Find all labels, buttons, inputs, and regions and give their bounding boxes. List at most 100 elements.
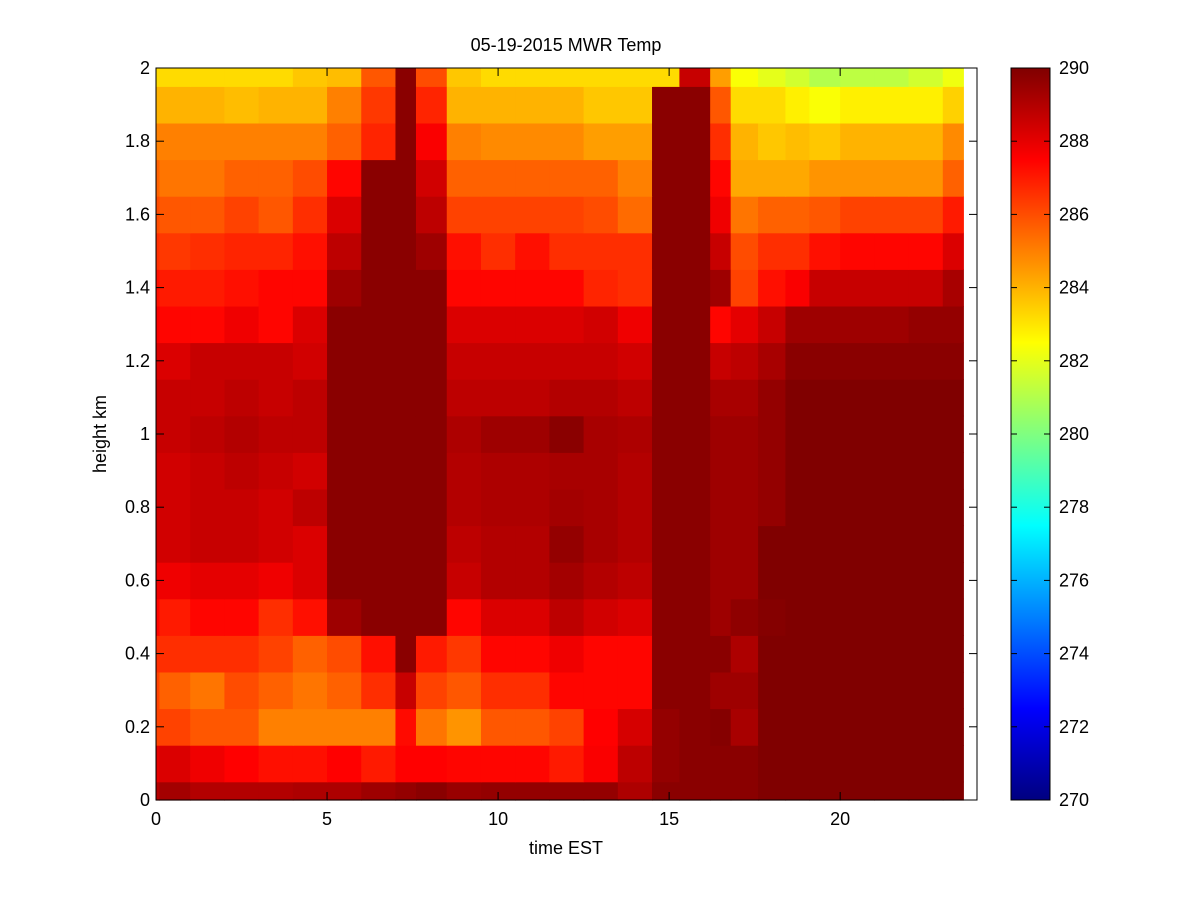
- heatmap-cell: [908, 379, 944, 417]
- heatmap-cell: [617, 122, 653, 161]
- heatmap-cell: [942, 488, 964, 527]
- heatmap-cell: [446, 232, 482, 270]
- heatmap-cell: [190, 488, 226, 527]
- heatmap-cell: [583, 671, 619, 710]
- heatmap-cell: [908, 525, 944, 563]
- heatmap-cell: [710, 122, 732, 161]
- heatmap-cell: [159, 598, 191, 636]
- heatmap-cell: [159, 745, 191, 783]
- heatmap-cell: [190, 781, 226, 801]
- colorbar-tick-label: 274: [1059, 644, 1089, 664]
- heatmap-cell: [549, 68, 585, 87]
- heatmap-cell: [415, 745, 448, 783]
- colorbar-tick-label: 288: [1059, 131, 1089, 151]
- heatmap-cell: [730, 708, 759, 746]
- heatmap-cell: [190, 415, 226, 453]
- heatmap-cell: [942, 525, 964, 563]
- heatmap-cell: [679, 562, 711, 600]
- heatmap-cell: [617, 452, 653, 490]
- heatmap-cell: [361, 342, 397, 380]
- heatmap-cell: [679, 671, 711, 710]
- y-tick-label: 0.4: [125, 644, 150, 664]
- y-tick-label: 0.6: [125, 570, 150, 590]
- heatmap-cell: [446, 745, 482, 783]
- heatmap-cell: [809, 342, 841, 380]
- heatmap-cell: [942, 159, 964, 197]
- heatmap-cell: [415, 781, 448, 801]
- y-axis: 0 0.2 0.4 0.6 0.8 1 1.2 1.4 1.6 1.8 2: [125, 58, 977, 810]
- heatmap-cell: [730, 635, 759, 673]
- heatmap-cell: [327, 671, 362, 710]
- heatmap-cell: [679, 525, 711, 563]
- heatmap-cell: [679, 452, 711, 490]
- heatmap-cell: [710, 598, 732, 636]
- heatmap-cell: [758, 342, 787, 380]
- heatmap-cell: [583, 452, 619, 490]
- heatmap-cell: [292, 305, 328, 344]
- heatmap-cell: [908, 598, 944, 636]
- heatmap-cell: [480, 598, 516, 636]
- heatmap-cell: [156, 781, 161, 801]
- heatmap-cell: [710, 415, 732, 453]
- heatmap-cell: [942, 452, 964, 490]
- heatmap-cell: [480, 635, 516, 673]
- heatmap-cell: [874, 598, 910, 636]
- heatmap-cell: [361, 635, 397, 673]
- heatmap-cell: [942, 68, 964, 87]
- heatmap-cell: [190, 562, 226, 600]
- heatmap-cell: [840, 305, 875, 344]
- heatmap-cell: [942, 269, 964, 307]
- heatmap-cell: [942, 342, 964, 380]
- heatmap-cell: [617, 159, 653, 197]
- heatmap-cell: [395, 379, 417, 417]
- heatmap-cell: [327, 781, 362, 801]
- heatmap-cell: [258, 525, 294, 563]
- heatmap-cell: [549, 415, 585, 453]
- heatmap-cell: [809, 196, 841, 234]
- colorbar: 270 272 274 276 278 280 282 284 286 288 290: [1010, 58, 1089, 810]
- heatmap-cell: [679, 708, 711, 746]
- heatmap-cell: [515, 525, 550, 563]
- heatmap-cell: [874, 86, 910, 124]
- x-tick-label: 5: [322, 809, 332, 829]
- heatmap-cell: [583, 379, 619, 417]
- heatmap-cell: [190, 452, 226, 490]
- heatmap-cell: [652, 488, 680, 527]
- colorbar-tick-label: 286: [1059, 204, 1089, 224]
- heatmap-cell: [415, 269, 448, 307]
- heatmap-cell: [785, 196, 810, 234]
- heatmap-cell: [710, 708, 732, 746]
- heatmap-cell: [840, 68, 875, 87]
- heatmap-cell: [730, 562, 759, 600]
- heatmap-cell: [908, 269, 944, 307]
- heatmap-cell: [258, 781, 294, 801]
- heatmap-cell: [480, 269, 516, 307]
- heatmap-cell: [710, 745, 732, 783]
- heatmap-cell: [908, 159, 944, 197]
- heatmap-cell: [446, 122, 482, 161]
- heatmap-cell: [361, 379, 397, 417]
- heatmap-cell: [840, 342, 875, 380]
- colorbar-tick-label: 278: [1059, 497, 1089, 517]
- heatmap-cell: [415, 452, 448, 490]
- heatmap-cell: [840, 232, 875, 270]
- heatmap-cell: [446, 562, 482, 600]
- heatmap-cell: [785, 159, 810, 197]
- heatmap-cell: [758, 196, 787, 234]
- heatmap-cell: [583, 342, 619, 380]
- heatmap-cell: [652, 68, 680, 87]
- heatmap-cell: [730, 159, 759, 197]
- heatmap-cell: [785, 671, 810, 710]
- heatmap-cell: [159, 269, 191, 307]
- heatmap-cell: [361, 122, 397, 161]
- heatmap-cell: [908, 671, 944, 710]
- heatmap-cell: [809, 452, 841, 490]
- heatmap-cell: [327, 86, 362, 124]
- heatmap-cell: [942, 305, 964, 344]
- heatmap-cell: [159, 562, 191, 600]
- heatmap-cell: [159, 635, 191, 673]
- heatmap-cell: [480, 781, 516, 801]
- heatmap-cell: [361, 598, 397, 636]
- heatmap-cell: [395, 488, 417, 527]
- heatmap-cell: [258, 708, 294, 746]
